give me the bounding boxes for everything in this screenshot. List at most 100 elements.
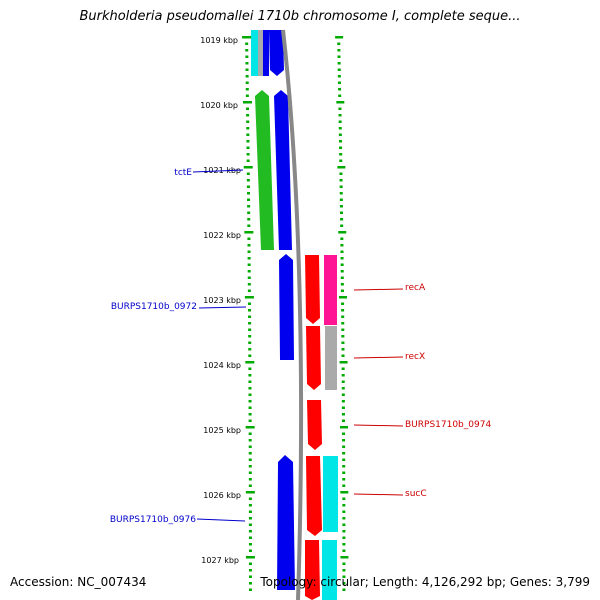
leader-line-recx xyxy=(353,356,404,359)
ruler-right-tick xyxy=(342,432,346,435)
ruler-right-tick xyxy=(342,484,346,487)
ruler-minor-tick xyxy=(245,94,249,97)
ruler-minor-tick xyxy=(246,114,250,117)
ruler-right-tick xyxy=(339,146,343,149)
ruler-right-tick xyxy=(341,419,345,422)
ruler-minor-tick xyxy=(248,588,252,591)
ruler-right-tick xyxy=(338,127,342,130)
leader-line-burps0974 xyxy=(353,424,404,427)
ruler-right-tick xyxy=(340,244,344,247)
ruler-right-tick xyxy=(342,562,346,565)
ruler-right-tick xyxy=(337,49,341,52)
ruler-right-tick xyxy=(338,88,342,91)
ruler-minor-tick xyxy=(245,81,249,84)
ruler-tick-1026: 1026 kbp xyxy=(203,491,241,500)
ruler-minor-tick xyxy=(248,445,252,448)
ruler-tick-1024: 1024 kbp xyxy=(203,361,241,370)
ruler-minor-tick xyxy=(247,218,251,221)
ruler-minor-tick xyxy=(246,153,250,156)
green-gene-tcte xyxy=(255,90,274,250)
ruler-right-tick xyxy=(338,120,342,123)
ruler-right-tick xyxy=(337,62,341,65)
ruler-right-tick xyxy=(338,296,347,299)
ruler-minor-tick xyxy=(246,107,250,110)
minus-gene-labels: recA recX BURPS1710b_0974 sucC xyxy=(353,283,491,499)
ruler-minor-tick xyxy=(248,484,252,487)
ruler-right-tick xyxy=(342,588,346,591)
ruler-tick-1023: 1023 kbp xyxy=(203,296,241,305)
ruler-minor-tick xyxy=(248,380,252,383)
ruler-minor-tick xyxy=(248,582,252,585)
plus-gene-labels: tctE BURPS1710b_0972 BURPS1710b_0976 xyxy=(110,168,247,525)
gene-label-burps0976[interactable]: BURPS1710b_0976 xyxy=(110,515,196,525)
ruler-right-tick xyxy=(340,276,344,279)
ruler-right-tick xyxy=(340,237,344,240)
ruler-right-tick xyxy=(342,497,346,500)
grey-gene-fragment xyxy=(258,30,263,76)
gene-label-reca[interactable]: recA xyxy=(405,283,426,293)
ruler-right-tick xyxy=(340,283,344,286)
genome-stats-text: Topology: circular; Length: 4,126,292 bp… xyxy=(260,575,590,589)
ruler-right-tick xyxy=(337,55,341,58)
gene-label-succ[interactable]: sucC xyxy=(405,489,427,499)
ruler-right-tick xyxy=(339,153,343,156)
ruler-right-tick xyxy=(342,452,346,455)
ruler-minor-tick xyxy=(248,335,252,338)
ruler-minor-tick xyxy=(248,452,252,455)
ruler-major-tick xyxy=(244,296,254,299)
ruler-minor-tick xyxy=(248,510,252,513)
ruler-right-tick xyxy=(341,328,345,331)
ruler-right-tick xyxy=(342,530,346,533)
ruler-minor-tick xyxy=(248,439,252,442)
ruler-right-tick xyxy=(342,471,346,474)
ruler-minor-tick xyxy=(248,348,252,351)
ruler-minor-tick xyxy=(247,237,251,240)
ruler-right-tick xyxy=(340,289,344,292)
cyan-gene-succ xyxy=(323,456,338,532)
ruler-right-tick xyxy=(339,179,343,182)
ruler-minor-tick xyxy=(247,309,251,312)
ruler-tick-1025: 1025 kbp xyxy=(203,426,241,435)
leader-line-burps0972 xyxy=(198,306,247,309)
magenta-gene-reca xyxy=(324,255,337,325)
ruler-major-tick xyxy=(245,361,255,364)
ruler-right-tick xyxy=(342,458,346,461)
blue-gene-burps0972 xyxy=(279,254,294,360)
ruler-labels: 1019 kbp 1020 kbp 1021 kbp 1022 kbp 1023… xyxy=(200,36,241,565)
ruler-minor-tick xyxy=(248,465,252,468)
red-gene-reca xyxy=(305,255,320,324)
ruler-minor-tick xyxy=(247,302,251,305)
ruler-right-tick xyxy=(341,406,345,409)
ruler-right-tick xyxy=(339,198,343,201)
ruler-minor-tick xyxy=(248,478,252,481)
ruler-minor-tick xyxy=(247,289,251,292)
ruler-right-tick xyxy=(335,36,344,39)
leader-line-burps0976 xyxy=(196,518,246,522)
blue-gene-fragment-left xyxy=(263,30,269,76)
ruler-minor-tick xyxy=(247,276,251,279)
ruler-minor-tick xyxy=(247,244,251,247)
red-gene-recx xyxy=(306,326,321,390)
ruler-right-tick xyxy=(337,42,341,45)
ruler-minor-tick xyxy=(245,62,249,65)
ruler-minor-tick xyxy=(248,387,252,390)
gene-label-recx[interactable]: recX xyxy=(405,352,425,362)
ruler-minor-tick xyxy=(248,458,252,461)
ruler-right-tick xyxy=(338,114,342,117)
gene-label-tcte[interactable]: tctE xyxy=(174,168,192,178)
gene-label-burps0972[interactable]: BURPS1710b_0972 xyxy=(111,302,197,312)
blue-gene-burps0976 xyxy=(277,455,295,590)
ruler-tick-1027: 1027 kbp xyxy=(201,556,239,565)
ruler-right-tick xyxy=(341,367,345,370)
red-gene-bottom xyxy=(305,540,320,600)
ruler-major-tick xyxy=(243,166,253,169)
ruler-right-tick xyxy=(340,218,344,221)
gene-label-burps0974[interactable]: BURPS1710b_0974 xyxy=(405,420,491,430)
ruler-minor-tick xyxy=(246,140,250,143)
ruler-right-tick xyxy=(339,192,343,195)
ruler-right-tick xyxy=(337,166,346,169)
ruler-minor-tick xyxy=(248,471,252,474)
ruler-minor-tick xyxy=(247,205,251,208)
ruler-right-tick xyxy=(342,582,346,585)
